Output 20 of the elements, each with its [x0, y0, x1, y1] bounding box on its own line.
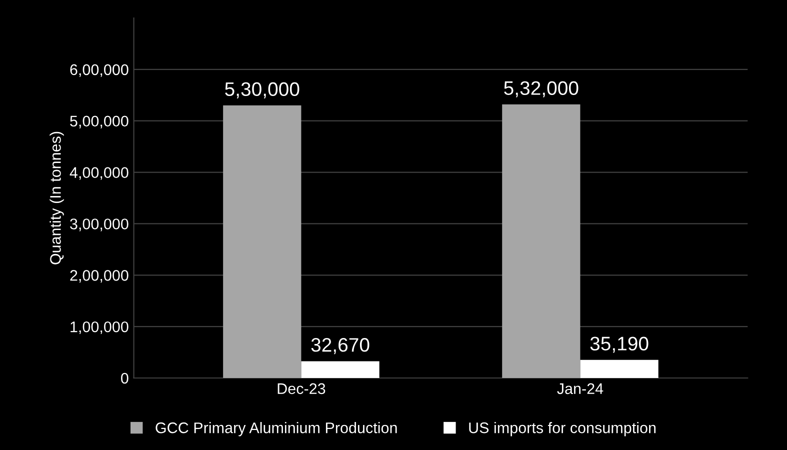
y-tick-label: 2,00,000: [70, 270, 128, 283]
bar: [502, 104, 580, 378]
y-tick-label: 5,00,000: [70, 116, 128, 128]
legend-label: GCC Primary Aluminium Production: [156, 422, 397, 436]
bar: [223, 105, 302, 378]
data-label: 32,670: [311, 338, 370, 354]
y-tick-label: 6,00,000: [70, 64, 128, 77]
legend-label: US imports for consumption: [469, 422, 656, 436]
y-axis-title: Quantity (In tonnes): [50, 132, 64, 264]
y-tick-label: 0: [121, 372, 128, 384]
y-tick-label: 3,00,000: [70, 218, 128, 232]
x-tick-label: Jan-24: [557, 383, 604, 394]
bar: [301, 361, 380, 378]
y-tick-label: 1,00,000: [70, 321, 128, 334]
bar: [580, 360, 658, 378]
x-tick-label: Dec-23: [278, 383, 326, 394]
data-label: 35,190: [590, 336, 648, 353]
y-tick-label: 4,00,000: [70, 167, 128, 180]
data-label: 5,30,000: [225, 82, 300, 98]
data-label: 5,32,000: [504, 81, 578, 98]
